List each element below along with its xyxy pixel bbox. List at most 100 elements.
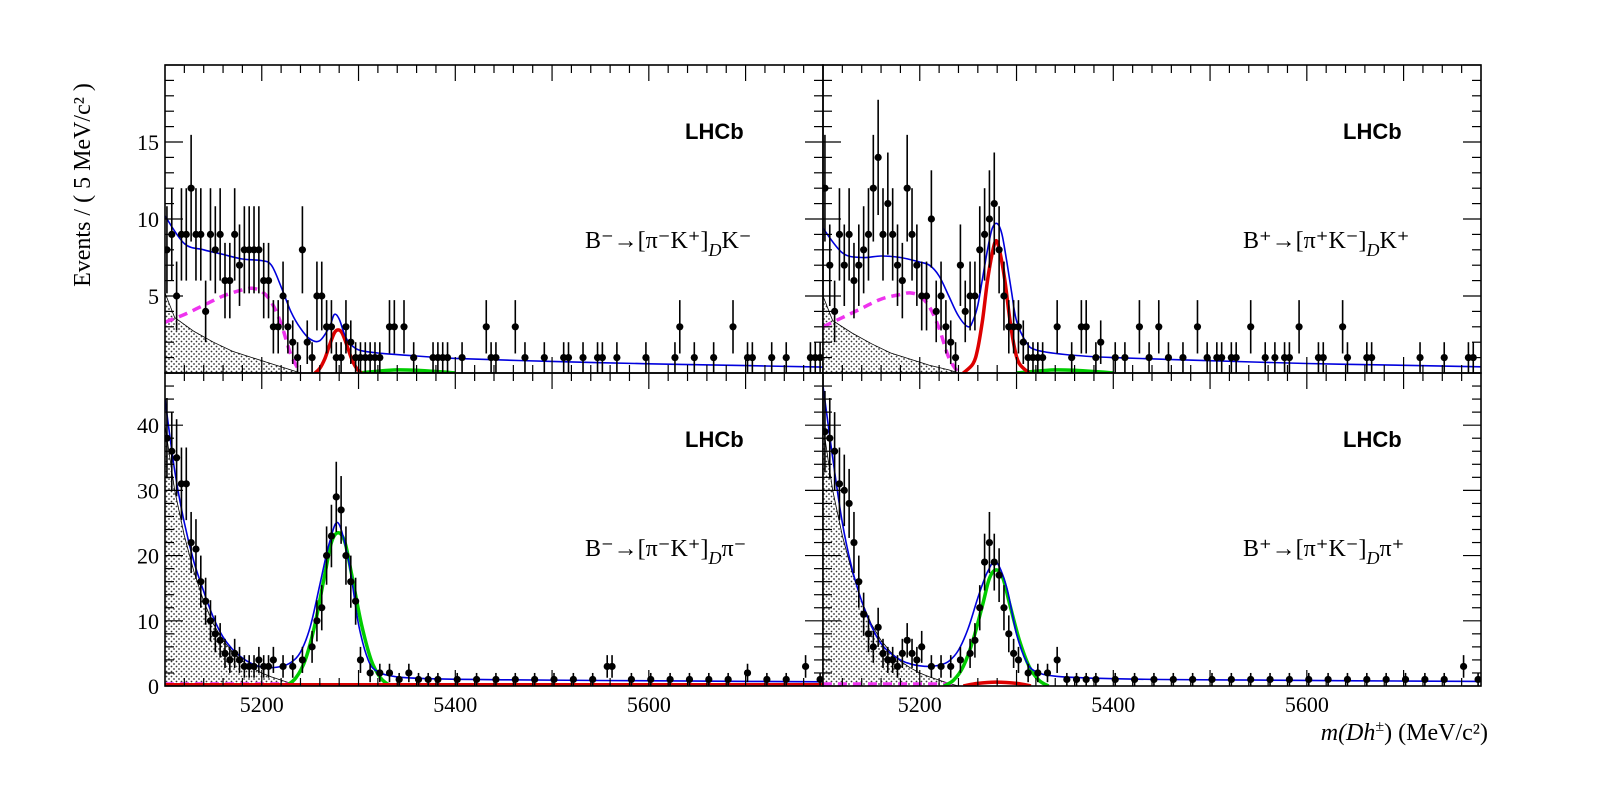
data-point [1285, 342, 1294, 373]
data-point [980, 188, 989, 281]
data-marker [671, 354, 679, 362]
data-point [424, 672, 432, 686]
data-marker [1014, 323, 1023, 331]
data-marker [342, 551, 350, 560]
data-marker [598, 354, 606, 362]
data-marker [947, 662, 955, 671]
data-point [235, 646, 244, 673]
data-marker [284, 323, 292, 331]
data-marker [226, 656, 234, 664]
data-point [976, 585, 984, 631]
data-point [961, 280, 969, 343]
data-marker [202, 597, 210, 605]
data-marker [903, 184, 911, 192]
y-tick-label: 10 [137, 207, 159, 232]
data-marker [937, 662, 945, 671]
data-marker [879, 230, 887, 238]
plot-area [823, 99, 1481, 373]
data-marker [951, 354, 960, 362]
data-marker [289, 662, 297, 671]
data-point [206, 188, 215, 281]
data-point [801, 655, 810, 678]
data-point [1005, 615, 1013, 653]
data-marker [274, 323, 282, 331]
data-point [951, 342, 960, 373]
x-axis-label: m(Dh±) (MeV/c²) [1321, 718, 1488, 746]
panel-frame [164, 64, 824, 374]
data-marker [947, 338, 955, 346]
data-point [913, 646, 921, 673]
data-marker [1082, 323, 1090, 331]
data-point [1010, 638, 1018, 668]
data-marker [385, 669, 394, 677]
data-marker [1474, 675, 1481, 684]
x-axis-label-suffix: ) (MeV/c²) [1384, 720, 1488, 746]
data-marker [187, 184, 195, 192]
data-marker [318, 604, 326, 612]
data-marker [318, 292, 326, 300]
data-point [613, 342, 621, 373]
y-tick-label: 30 [137, 478, 159, 503]
y-tick-label: 20 [137, 544, 159, 569]
data-marker [927, 215, 935, 223]
data-point [874, 99, 882, 216]
data-point [1295, 300, 1303, 354]
data-point [308, 630, 316, 663]
data-point [347, 555, 355, 608]
data-point [1039, 342, 1047, 373]
data-marker [985, 215, 994, 223]
data-marker [1135, 323, 1144, 331]
data-marker [966, 649, 974, 657]
data-point [884, 152, 892, 255]
data-marker [995, 571, 1003, 579]
panel-frame [164, 372, 824, 687]
data-marker [874, 623, 882, 631]
data-point [482, 300, 490, 354]
data-point [216, 188, 224, 281]
data-marker [255, 656, 263, 664]
data-marker [1218, 354, 1226, 362]
data-marker [840, 261, 848, 269]
data-point [1063, 672, 1071, 686]
signal-curve [962, 238, 1031, 373]
data-point [255, 206, 263, 294]
data-point [1459, 655, 1468, 678]
data-point [458, 342, 466, 373]
data-marker [1440, 354, 1448, 362]
data-point [1000, 261, 1008, 331]
data-marker [327, 323, 336, 331]
data-point [303, 320, 311, 364]
data-marker [206, 230, 215, 238]
data-marker [864, 630, 873, 638]
data-marker [492, 354, 500, 362]
data-point [913, 224, 921, 306]
data-point [318, 261, 326, 331]
data-marker [971, 292, 979, 300]
data-point [1053, 300, 1061, 354]
data-point [985, 511, 994, 574]
data-marker [322, 551, 331, 560]
data-marker [293, 354, 302, 362]
data-point [1145, 342, 1153, 373]
data-point [352, 577, 360, 625]
data-marker [400, 323, 408, 331]
data-point [671, 342, 679, 373]
data-marker [187, 538, 195, 547]
x-tick-label: 5400 [1091, 692, 1135, 717]
data-point [903, 623, 911, 658]
data-marker [908, 649, 916, 657]
data-marker [211, 630, 219, 638]
data-marker [823, 428, 829, 436]
data-marker [1193, 323, 1202, 331]
data-marker [298, 656, 307, 664]
data-marker [458, 354, 466, 362]
data-marker [729, 323, 737, 331]
data-point [293, 342, 302, 373]
data-point [216, 623, 224, 658]
data-marker [956, 656, 965, 664]
data-point [1203, 342, 1211, 373]
data-point [729, 300, 737, 354]
data-point [869, 630, 877, 663]
data-point [642, 342, 650, 373]
data-marker [956, 261, 965, 269]
